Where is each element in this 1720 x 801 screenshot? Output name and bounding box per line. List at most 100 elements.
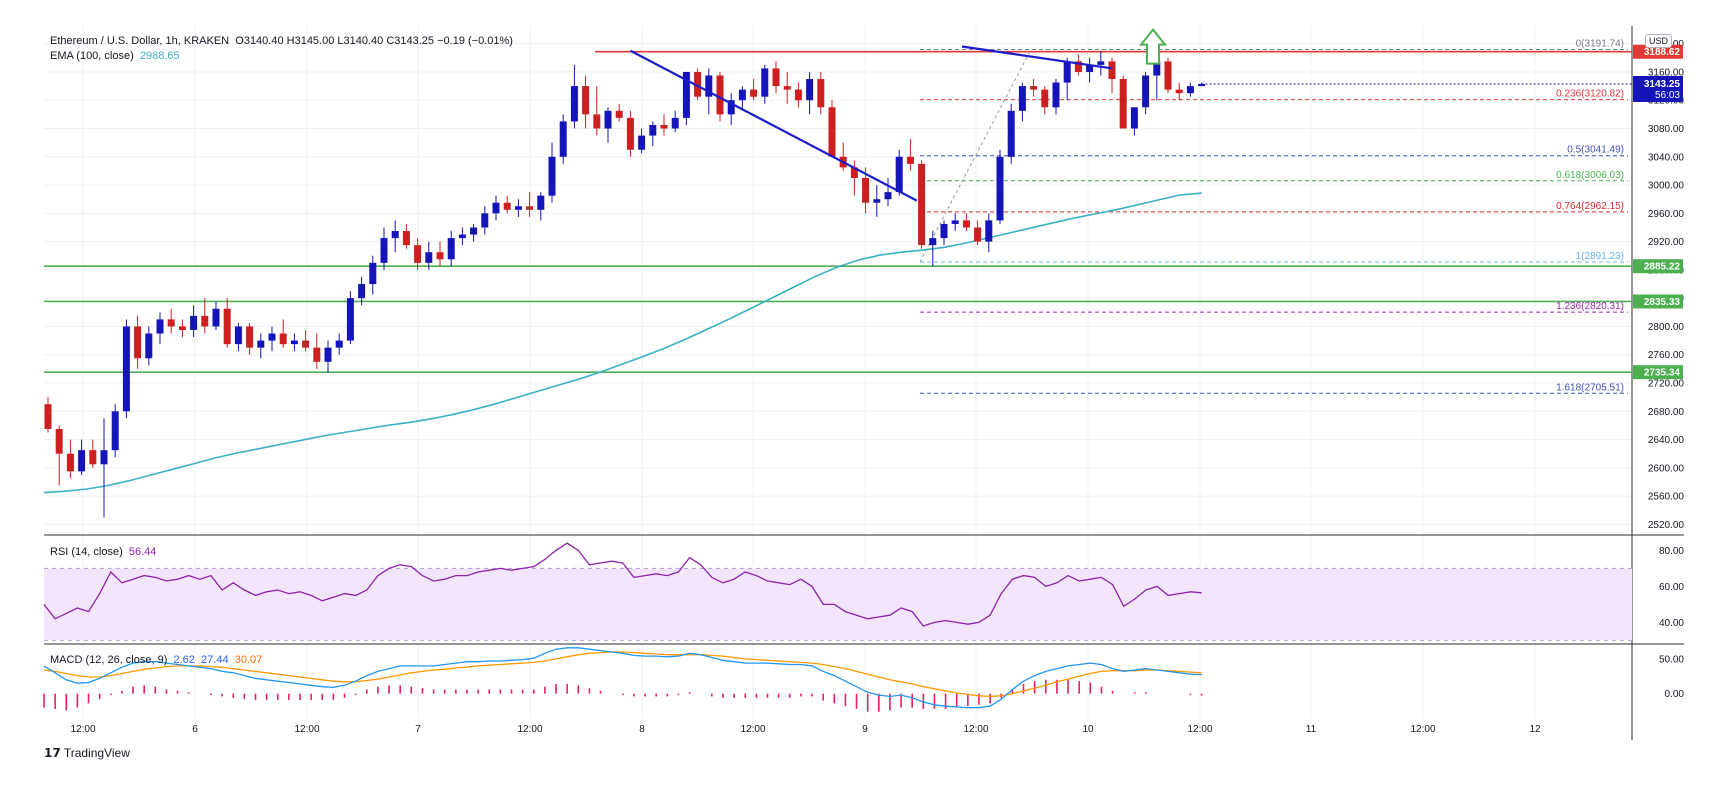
candle bbox=[335, 333, 343, 355]
candle-body bbox=[1119, 79, 1127, 129]
x-tick-label: 12:00 bbox=[70, 724, 95, 735]
candle-body bbox=[89, 450, 97, 465]
candle bbox=[201, 298, 209, 334]
macd-hist-value: 2.62 bbox=[173, 654, 195, 666]
candle bbox=[593, 86, 601, 136]
y-tick-label: 2720.00 bbox=[1648, 379, 1685, 390]
candle bbox=[346, 291, 354, 345]
candle bbox=[212, 301, 220, 330]
candle bbox=[503, 195, 511, 214]
candle bbox=[156, 312, 164, 345]
candle-body bbox=[884, 192, 892, 200]
x-tick-label: 6 bbox=[192, 724, 198, 735]
candle-body bbox=[391, 231, 399, 239]
macd-line bbox=[43, 647, 1202, 709]
candle-body bbox=[492, 202, 500, 214]
candle bbox=[514, 199, 522, 217]
currency-button[interactable]: USD bbox=[1645, 34, 1673, 48]
candle bbox=[414, 238, 422, 270]
candle-body bbox=[929, 238, 937, 246]
y-tick-label: 2520.00 bbox=[1648, 520, 1685, 531]
macd-tick-label: 0.00 bbox=[1665, 689, 1685, 700]
candle bbox=[828, 100, 836, 157]
candle bbox=[1119, 75, 1127, 129]
candle-body bbox=[582, 86, 590, 115]
candle-body bbox=[604, 110, 612, 129]
fib-label: 1.618(2705.51) bbox=[1556, 382, 1624, 393]
candle bbox=[145, 326, 153, 366]
y-tick-label: 2920.00 bbox=[1648, 237, 1685, 248]
candle bbox=[1074, 54, 1082, 76]
candle bbox=[89, 439, 97, 468]
candle bbox=[895, 149, 903, 196]
x-tick-label: 11 bbox=[1306, 724, 1317, 735]
candle bbox=[78, 439, 86, 475]
candle-body bbox=[122, 326, 130, 412]
candle-body bbox=[1030, 86, 1038, 90]
candle bbox=[1030, 79, 1038, 97]
candle-body bbox=[190, 315, 198, 330]
level-tag-label: 2735.34 bbox=[1644, 368, 1681, 379]
macd-legend: MACD (12, 26, close, 9) 2.62 27.44 30.07 bbox=[50, 654, 262, 666]
candle-body bbox=[895, 156, 903, 193]
candle bbox=[167, 308, 175, 334]
candle bbox=[604, 107, 612, 143]
candle bbox=[1097, 50, 1105, 76]
candle bbox=[481, 206, 489, 235]
candle-body bbox=[850, 167, 858, 178]
candle bbox=[66, 439, 74, 479]
candle-body bbox=[414, 245, 422, 263]
candle-body bbox=[503, 202, 511, 210]
candle bbox=[1018, 82, 1026, 122]
y-tick-label: 3160.00 bbox=[1648, 67, 1685, 78]
candle bbox=[649, 121, 657, 147]
candle-body bbox=[1086, 64, 1094, 72]
candle bbox=[290, 333, 298, 352]
candle-body bbox=[750, 89, 758, 97]
candle bbox=[223, 298, 231, 348]
bar-countdown: 56:03 bbox=[1655, 90, 1680, 101]
candle bbox=[537, 192, 545, 221]
candle-body bbox=[559, 121, 567, 157]
rsi-line bbox=[43, 542, 1202, 627]
candle-body bbox=[358, 284, 366, 299]
candle bbox=[425, 241, 433, 270]
fib-label: 1(2891.23) bbox=[1576, 251, 1624, 262]
tradingview-logo[interactable]: 𝟭𝟳 TradingView bbox=[44, 746, 130, 760]
candle bbox=[873, 185, 881, 217]
candle bbox=[313, 333, 321, 369]
candle-body bbox=[1097, 61, 1105, 65]
candle-body bbox=[1198, 83, 1206, 87]
candle bbox=[279, 319, 287, 348]
candle-body bbox=[1164, 61, 1172, 90]
candle-body bbox=[470, 227, 478, 235]
candle bbox=[358, 276, 366, 306]
candle-body bbox=[223, 308, 231, 345]
candle-body bbox=[145, 333, 153, 359]
candle-body bbox=[1175, 89, 1183, 94]
candle-body bbox=[481, 213, 489, 228]
candle bbox=[458, 227, 466, 246]
candle bbox=[660, 114, 668, 136]
candle-body bbox=[727, 100, 735, 115]
tradingview-logo-icon: 𝟭𝟳 bbox=[44, 746, 61, 760]
candle-body bbox=[761, 68, 769, 97]
fib-diagonal bbox=[919, 49, 1032, 263]
candle bbox=[1041, 86, 1049, 115]
candle-body bbox=[1007, 110, 1015, 157]
x-tick-label: 10 bbox=[1082, 724, 1094, 735]
current-price-tag bbox=[1633, 75, 1683, 102]
rsi-label: RSI (14, close) bbox=[50, 546, 123, 558]
rsi-tick-label: 40.00 bbox=[1659, 618, 1684, 629]
candle-body bbox=[738, 89, 746, 101]
candle bbox=[694, 68, 702, 101]
candle-body bbox=[682, 71, 690, 118]
candle bbox=[526, 192, 534, 217]
level-tag bbox=[1633, 259, 1683, 274]
candle bbox=[369, 255, 377, 295]
x-tick-label: 12:00 bbox=[740, 724, 765, 735]
candle-body bbox=[1063, 61, 1071, 83]
candle bbox=[638, 128, 646, 154]
